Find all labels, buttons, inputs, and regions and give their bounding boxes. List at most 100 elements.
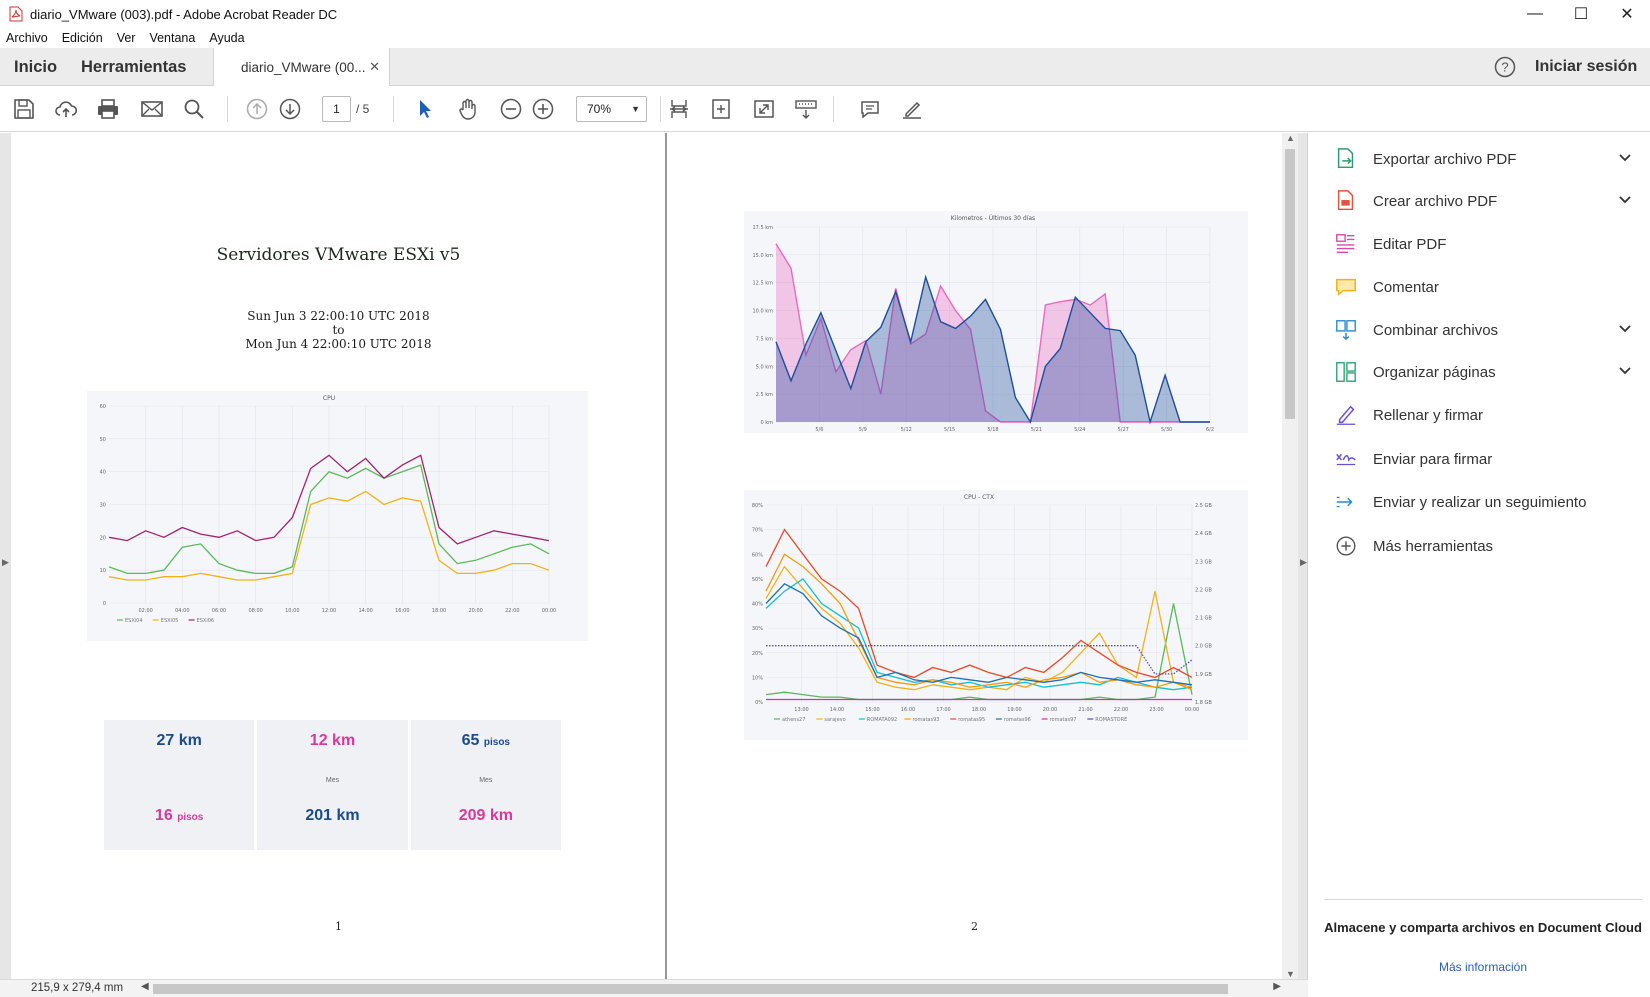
scroll-right-icon[interactable]: ▶ xyxy=(1273,981,1281,992)
comment-bubble-icon[interactable] xyxy=(857,96,883,122)
scrollbar-thumb[interactable] xyxy=(1285,149,1295,419)
chevron-down-icon[interactable] xyxy=(1617,150,1633,166)
horizontal-scrollbar[interactable]: ◀ ▶ xyxy=(141,981,1281,995)
tool-fill-sign[interactable]: Rellenar y firmar xyxy=(1333,400,1633,430)
email-icon[interactable] xyxy=(139,96,165,122)
zoom-out-icon[interactable] xyxy=(498,96,524,122)
close-tab-icon[interactable]: ✕ xyxy=(369,59,380,74)
zoom-value: 70% xyxy=(587,102,612,116)
y-tick-label: 30% xyxy=(752,626,763,632)
series-line xyxy=(765,578,1193,691)
x-tick-label: 12:00 xyxy=(322,608,336,614)
prev-page-icon[interactable] xyxy=(244,96,270,122)
y-tick-label: 12.5 km xyxy=(753,281,774,287)
y-tick-label: 15.0 km xyxy=(753,253,774,259)
save-icon[interactable] xyxy=(11,96,37,122)
tool-edit-pdf[interactable]: Editar PDF xyxy=(1333,229,1633,259)
page-number-input[interactable]: 1 xyxy=(322,96,351,122)
send-track-icon xyxy=(1333,489,1359,515)
y2-tick-label: 2.4 GB xyxy=(1195,531,1212,537)
y-tick-label: 0 xyxy=(103,601,106,607)
more-info-link[interactable]: Más información xyxy=(1438,960,1528,974)
fit-page-icon[interactable] xyxy=(666,96,692,122)
y-tick-label: 10 xyxy=(100,568,106,574)
x-tick-label: 19:00 xyxy=(1007,707,1021,713)
tab-document[interactable]: diario_VMware (00... ✕ xyxy=(213,48,390,86)
tool-send-track[interactable]: Enviar y realizar un seguimiento xyxy=(1333,487,1633,517)
tool-label: Más herramientas xyxy=(1373,537,1494,555)
tool-more-tools[interactable]: Más herramientas xyxy=(1333,531,1633,561)
document-viewer[interactable]: ▶ Servidores VMware ESXi v5 Sun Jun 3 22… xyxy=(0,133,1308,979)
km-chart-svg: Kilometros - Últimos 30 días 0 km 2.5 km 5.… xyxy=(753,215,1215,443)
tool-combine-files[interactable]: Combinar archivos xyxy=(1333,315,1633,345)
select-cursor-icon[interactable] xyxy=(412,96,438,122)
menu-edicion[interactable]: Edición xyxy=(61,31,103,45)
keyboard-icon[interactable] xyxy=(793,96,819,122)
next-page-icon[interactable] xyxy=(277,96,303,122)
right-panel-toggle[interactable]: ▶ xyxy=(1298,133,1308,979)
legend-label: ROMASTORE xyxy=(1095,717,1127,723)
vertical-scrollbar[interactable]: ▲ ▼ xyxy=(1282,133,1298,979)
chevron-down-icon[interactable] xyxy=(1617,192,1633,208)
search-icon[interactable] xyxy=(181,96,207,122)
toolbar-divider xyxy=(393,96,394,122)
close-button[interactable]: ✕ xyxy=(1620,6,1634,23)
menu-ventana[interactable]: Ventana xyxy=(149,31,196,45)
x-tick-label: 02:00 xyxy=(138,608,152,614)
chevron-down-icon[interactable] xyxy=(1617,321,1633,337)
tab-tools[interactable]: Herramientas xyxy=(81,58,187,76)
rotate-view-icon[interactable] xyxy=(708,96,734,122)
print-icon[interactable] xyxy=(95,96,121,122)
page-separator xyxy=(665,133,667,979)
series-line xyxy=(765,582,1193,686)
tool-label: Rellenar y firmar xyxy=(1373,406,1484,424)
series-line xyxy=(108,454,550,545)
create-pdf-icon xyxy=(1333,188,1359,214)
chevron-down-icon[interactable] xyxy=(1617,363,1633,379)
hand-tool-icon[interactable] xyxy=(455,96,481,122)
y-tick-label: 50% xyxy=(752,577,763,583)
zoom-in-icon[interactable] xyxy=(530,96,556,122)
menu-ayuda[interactable]: Ayuda xyxy=(209,31,245,45)
maximize-button[interactable]: ☐ xyxy=(1573,6,1589,23)
menu-ver[interactable]: Ver xyxy=(116,31,136,45)
tool-organize-pages[interactable]: Organizar páginas xyxy=(1333,357,1633,387)
stat-card: 65 pisos Mes 209 km xyxy=(410,720,561,850)
zoom-select[interactable]: 70% ▼ xyxy=(576,96,647,122)
upload-cloud-icon[interactable] xyxy=(53,96,79,122)
export-pdf-icon xyxy=(1333,146,1359,172)
left-panel-toggle[interactable]: ▶ xyxy=(0,133,11,979)
tool-send-sign[interactable]: Enviar para firmar xyxy=(1333,444,1633,474)
tool-comment[interactable]: Comentar xyxy=(1333,272,1633,302)
scroll-left-icon[interactable]: ◀ xyxy=(141,981,149,992)
scrollbar-thumb[interactable] xyxy=(153,984,1228,994)
x-tick-label: 5/30 xyxy=(1161,427,1172,433)
toolbar-divider xyxy=(227,96,228,122)
fullscreen-icon[interactable] xyxy=(751,96,777,122)
km-chart: Kilometros - Últimos 30 días 0 km 2.5 km 5.… xyxy=(744,211,1248,443)
y-tick-label: 5.0 km xyxy=(756,364,773,370)
report-date-range: Sun Jun 3 22:00:10 UTC 2018 to Mon Jun 4… xyxy=(11,309,666,351)
scroll-up-icon[interactable]: ▲ xyxy=(1286,133,1295,143)
cpu-chart: CPU 0 10 20 30 40 50 60 02:00 04:00 06:00 08:00 10:0… xyxy=(87,391,588,641)
y-tick-label: 60% xyxy=(752,552,763,558)
x-tick-label: 14:00 xyxy=(358,608,372,614)
tab-home[interactable]: Inicio xyxy=(14,58,58,76)
legend-label: romatas96 xyxy=(1004,717,1031,723)
y-tick-label: 60 xyxy=(100,404,106,410)
page-dimensions: 215,9 x 279,4 mm xyxy=(31,982,124,994)
toolbar-divider xyxy=(660,96,661,122)
tool-create-pdf[interactable]: Crear archivo PDF xyxy=(1333,186,1633,216)
minimize-button[interactable]: — xyxy=(1527,5,1543,22)
y-tick-label: 20% xyxy=(752,651,763,657)
tool-export-pdf[interactable]: Exportar archivo PDF xyxy=(1333,144,1633,174)
x-tick-label: 5/21 xyxy=(1031,427,1042,433)
menu-archivo[interactable]: Archivo xyxy=(6,31,48,45)
pdf-page-1: Servidores VMware ESXi v5 Sun Jun 3 22:0… xyxy=(11,133,666,979)
signin-button[interactable]: Iniciar sesión xyxy=(1535,58,1638,75)
series-area xyxy=(776,243,1210,422)
help-icon[interactable]: ? xyxy=(1494,56,1516,78)
x-tick-label: 22:00 xyxy=(1114,707,1128,713)
highlight-pen-icon[interactable] xyxy=(899,96,925,122)
scroll-down-icon[interactable]: ▼ xyxy=(1286,969,1295,979)
